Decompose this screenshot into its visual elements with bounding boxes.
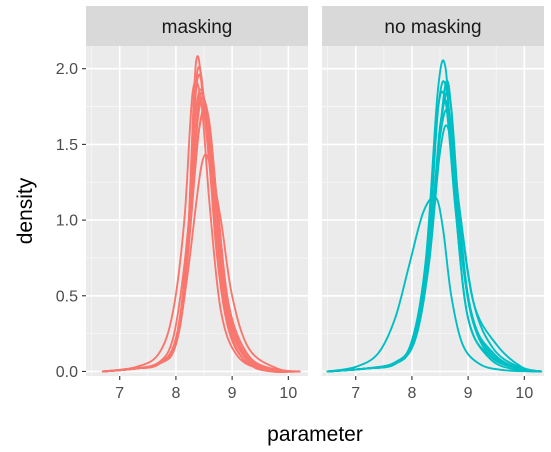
facet-panel-no-masking: no masking xyxy=(322,6,544,376)
density-curve xyxy=(101,96,301,373)
y-tick-label: 1.0 xyxy=(56,213,78,230)
y-axis: 0.0 0.5 1.0 1.5 2.0 xyxy=(56,61,86,381)
y-tick-label: 0.0 xyxy=(56,364,78,381)
x-tick-label: 7 xyxy=(351,385,360,402)
strip-label-no-masking: no masking xyxy=(384,17,481,38)
x-tick-label: 10 xyxy=(515,385,533,402)
x-tick-label: 8 xyxy=(407,385,416,402)
x-tick-label: 10 xyxy=(279,385,297,402)
y-tick-label: 2.0 xyxy=(56,61,78,78)
x-tick-label: 7 xyxy=(115,385,124,402)
y-tick-label: 1.5 xyxy=(56,137,78,154)
x-tick-label: 9 xyxy=(228,385,237,402)
density-curves-masking xyxy=(101,55,301,374)
x-axis-masking: 7 8 9 10 xyxy=(115,376,297,402)
y-tick-label: 0.5 xyxy=(56,288,78,305)
facet-panel-masking: masking xyxy=(86,6,308,376)
x-tick-label: 9 xyxy=(464,385,473,402)
x-axis-no-masking: 7 8 9 10 xyxy=(351,376,533,402)
strip-background-no-masking xyxy=(322,6,544,46)
y-axis-title: density xyxy=(14,177,37,244)
x-tick-label: 8 xyxy=(171,385,180,402)
strip-label-masking: masking xyxy=(162,17,233,38)
strip-background-masking xyxy=(86,6,308,46)
density-curve xyxy=(326,99,543,373)
density-curves-no-masking xyxy=(326,59,543,373)
x-axis-title: parameter xyxy=(267,423,363,446)
